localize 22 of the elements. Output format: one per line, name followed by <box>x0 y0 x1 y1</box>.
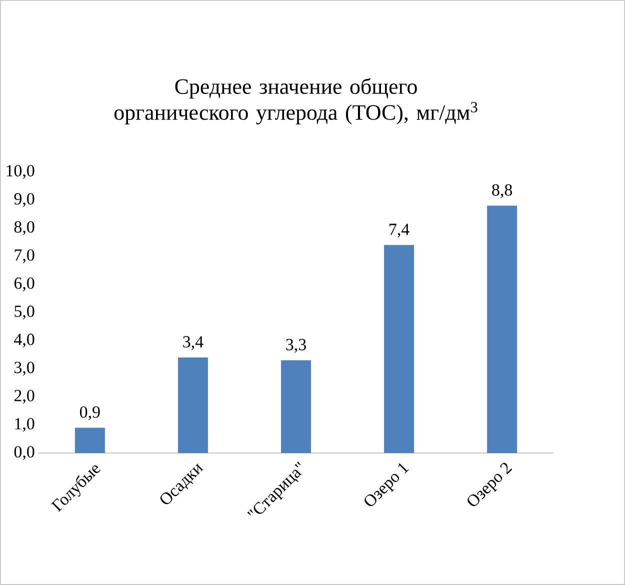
bar <box>384 245 414 454</box>
bar <box>74 428 105 454</box>
chart-title: Среднее значение общего органического углерода (ТОС), мг/дм$^{3}$ <box>114 78 478 124</box>
bar <box>487 206 518 454</box>
y-tick-label: 9,0 <box>14 193 34 207</box>
y-tick-label: 2,0 <box>14 390 34 404</box>
y-tick-label: 1,0 <box>15 418 34 432</box>
y-tick-label: 4,0 <box>14 334 34 348</box>
data-label: 0,9 <box>80 406 100 420</box>
y-tick-label: 6,0 <box>14 277 34 292</box>
y-tick-label: 7,0 <box>14 249 34 264</box>
y-tick-label: 10,0 <box>6 165 34 179</box>
data-label: 7,4 <box>390 224 410 238</box>
y-tick-label: 0,0 <box>14 446 34 460</box>
y-tick-label: 3,0 <box>14 362 34 376</box>
y-tick-label: 5,0 <box>14 306 34 320</box>
bar <box>178 357 208 454</box>
data-label: 8,8 <box>492 184 512 198</box>
data-label: 3,4 <box>183 336 204 350</box>
y-tick-label: 8,0 <box>14 221 34 236</box>
data-label: 3,3 <box>286 338 306 353</box>
bar <box>280 360 312 454</box>
